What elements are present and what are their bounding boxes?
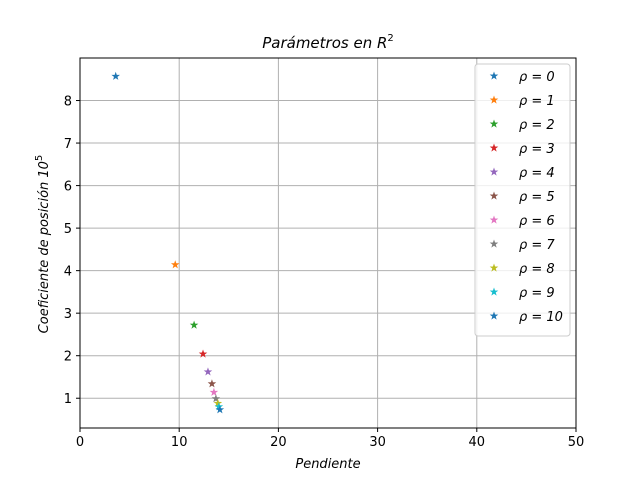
legend-marker	[489, 239, 499, 248]
legend-marker	[489, 311, 499, 320]
x-tick-label: 40	[469, 435, 486, 450]
legend-label: ρ = 6	[519, 214, 555, 229]
legend-label: ρ = 2	[519, 118, 555, 133]
legend-label: ρ = 1	[519, 94, 555, 109]
data-point	[209, 387, 219, 396]
legend-label: ρ = 9	[519, 286, 555, 301]
legend-marker	[489, 215, 499, 224]
y-tick-label: 8	[64, 95, 72, 110]
legend-marker	[489, 263, 499, 272]
data-point	[170, 260, 180, 269]
legend-label: ρ = 4	[519, 166, 555, 181]
plot-frame	[79, 57, 577, 429]
data-point	[214, 402, 224, 411]
data-point	[111, 71, 120, 80]
data-point	[213, 398, 223, 407]
legend-marker	[489, 143, 499, 152]
data-point	[207, 379, 217, 388]
x-tick-label: 0	[76, 435, 84, 450]
y-tick-label: 7	[64, 137, 72, 152]
data-point	[189, 320, 199, 329]
legend-marker	[489, 191, 499, 200]
legend-label: ρ = 5	[519, 190, 555, 205]
y-tick-label: 3	[64, 307, 72, 322]
legend-marker	[489, 71, 499, 80]
x-axis-ticks: 0 10 20 30 40 50	[76, 428, 584, 450]
legend-label: ρ = 8	[519, 262, 555, 277]
y-axis-label: Coeficiente de posición 105	[34, 155, 52, 334]
x-tick-label: 50	[568, 435, 585, 450]
legend-label: ρ = 7	[519, 238, 555, 253]
data-points	[111, 71, 225, 414]
legend-marker	[489, 119, 499, 128]
y-tick-label: 5	[64, 222, 72, 237]
legend-box	[474, 63, 571, 337]
data-point	[215, 405, 225, 414]
y-tick-label: 1	[64, 392, 72, 407]
legend-label: ρ = 0	[519, 70, 555, 85]
legend-marker	[489, 167, 499, 176]
legend-marker	[489, 287, 499, 296]
x-tick-label: 30	[369, 435, 386, 450]
y-tick-label: 4	[64, 265, 72, 280]
y-tick-label: 2	[64, 350, 72, 365]
y-axis-ticks: 1 2 3 4 5 6 7 8	[64, 95, 80, 407]
x-axis-label: Pendiente	[295, 457, 360, 472]
legend: ρ = 0 ρ = 1 ρ = 2 ρ = 3 ρ = 4 ρ = 5 ρ = 6 ρ = 7…	[474, 63, 571, 337]
data-point	[211, 394, 221, 403]
legend-label: ρ = 3	[519, 142, 555, 157]
chart-title: Parámetros en R2	[262, 33, 394, 52]
legend-label: ρ = 10	[519, 310, 563, 325]
x-tick-label: 10	[171, 435, 188, 450]
data-point	[198, 349, 208, 358]
y-tick-label: 6	[64, 180, 72, 195]
data-point	[203, 367, 213, 376]
legend-marker	[489, 95, 499, 104]
x-tick-label: 20	[270, 435, 287, 450]
